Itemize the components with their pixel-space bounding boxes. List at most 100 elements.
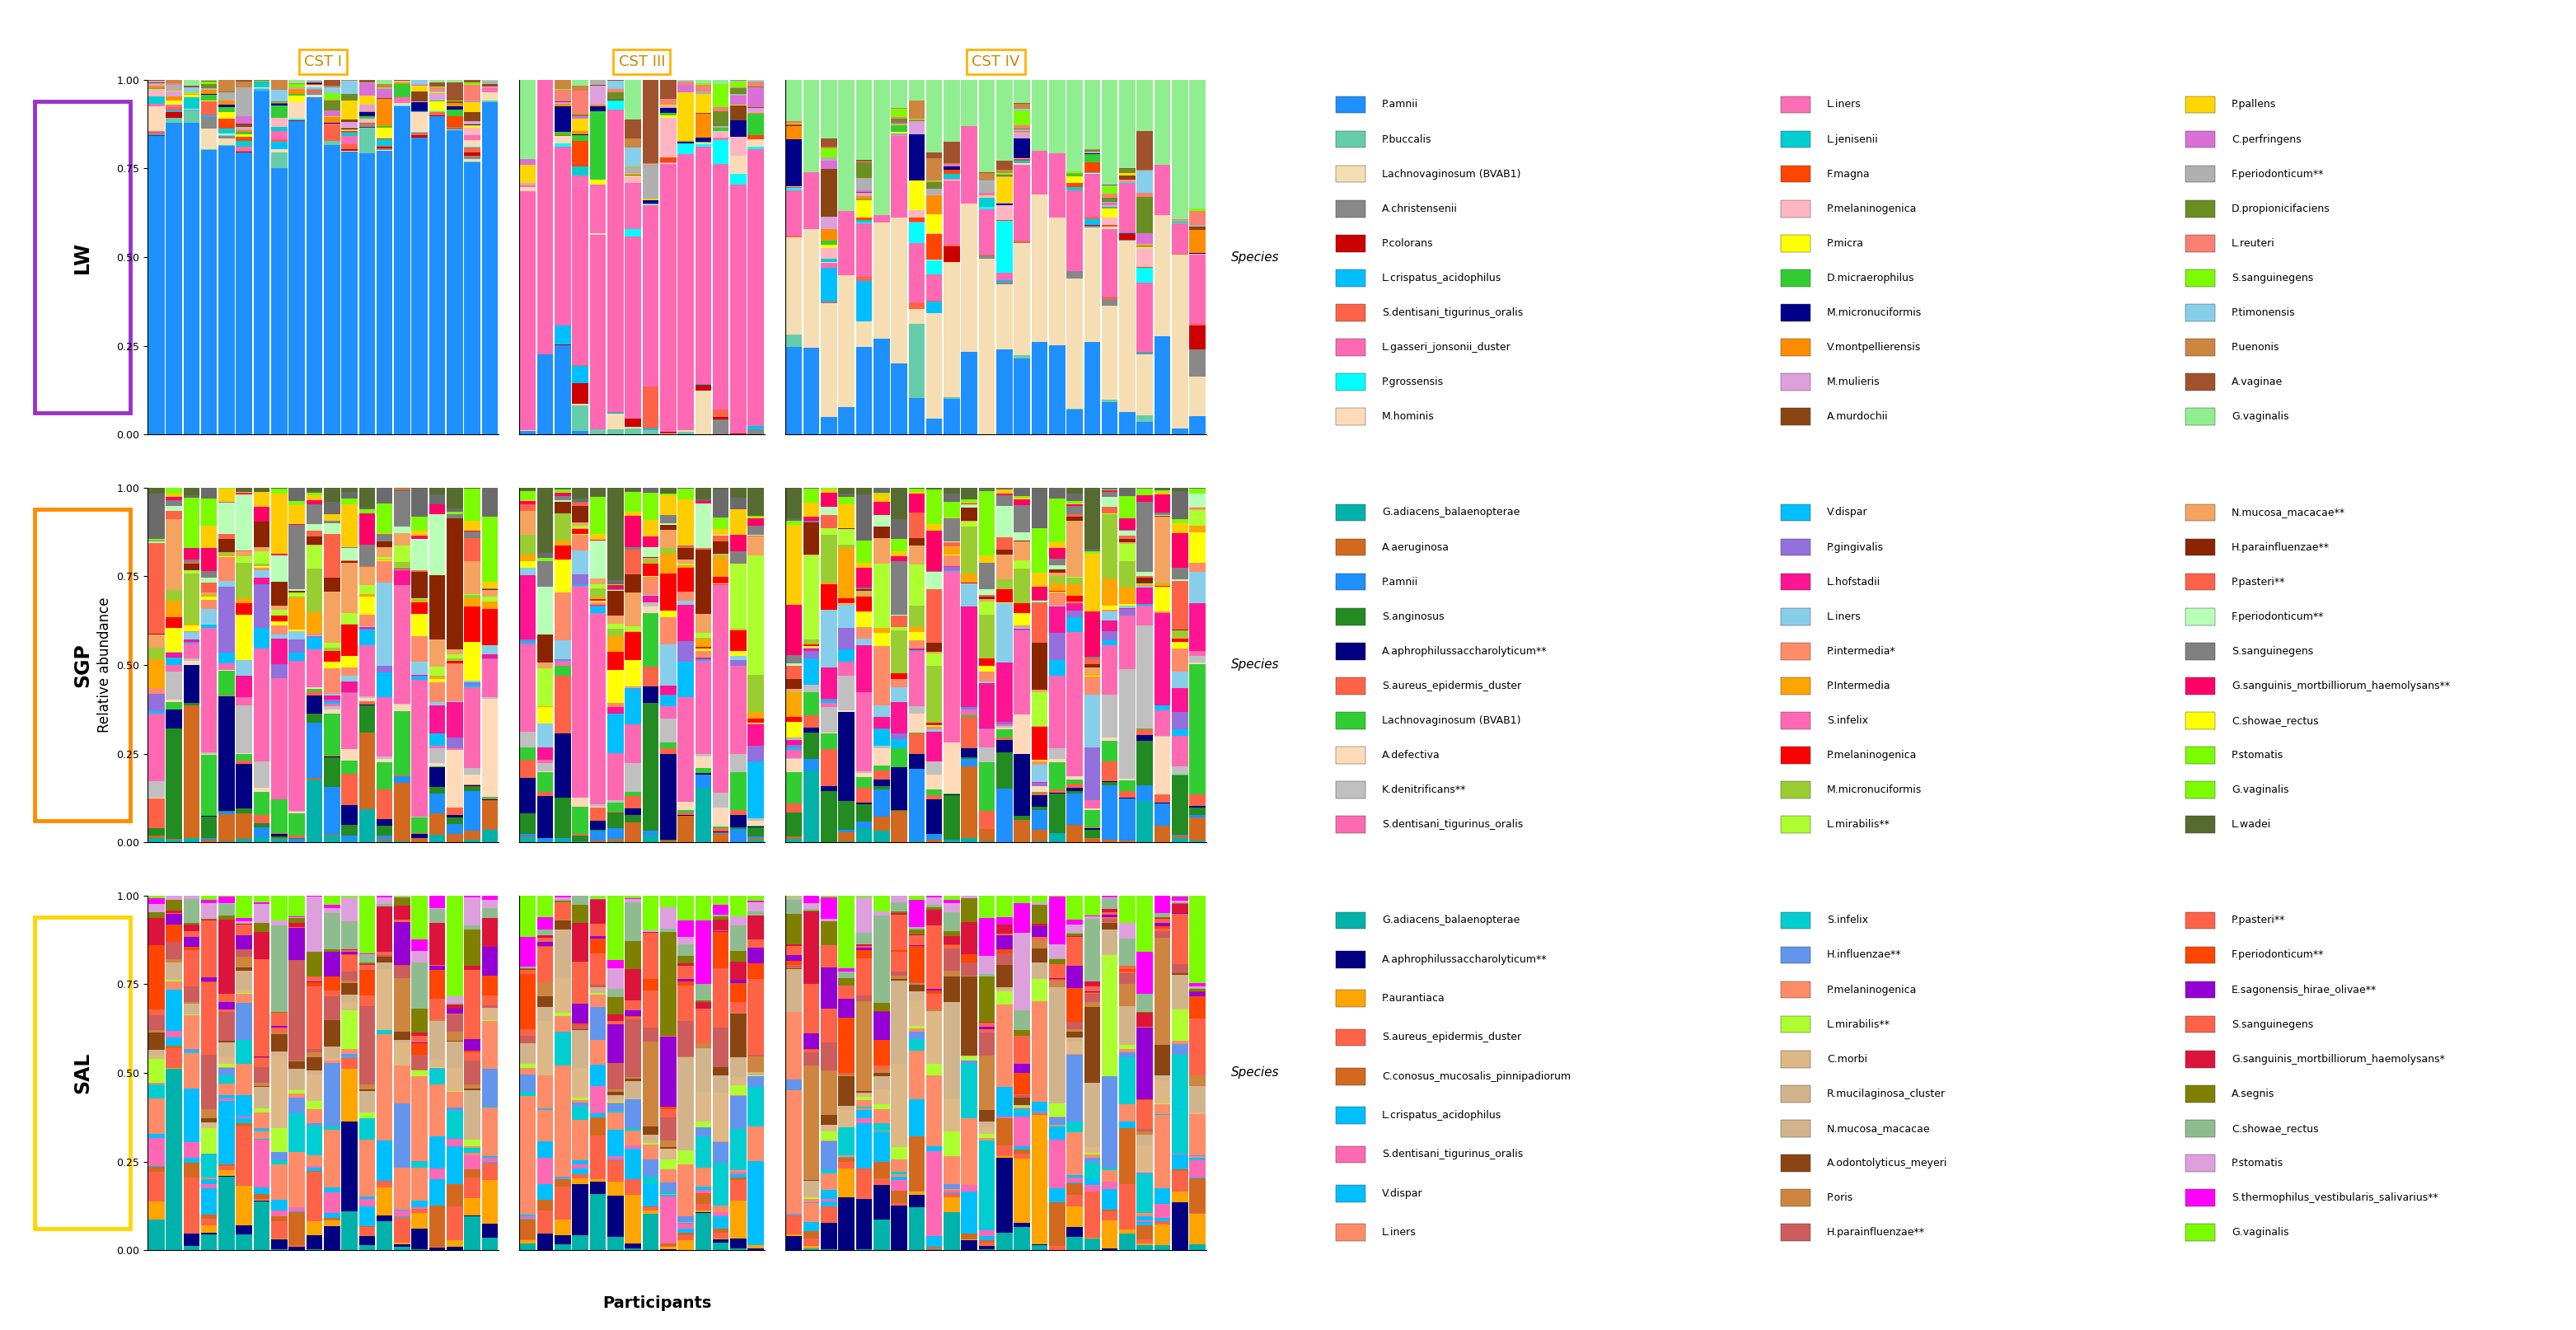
Bar (270, 1028, 289, 1032)
Bar (626, 895, 641, 898)
Bar (1118, 939, 1136, 966)
Bar (747, 1088, 765, 1127)
Bar (659, 718, 677, 742)
Bar (608, 652, 623, 670)
Bar (997, 935, 1012, 950)
Bar (909, 983, 925, 986)
Bar (446, 1206, 464, 1241)
Bar (307, 1052, 322, 1057)
Bar (1337, 1107, 1365, 1124)
Bar (183, 1162, 198, 1178)
Bar (2184, 1189, 2215, 1206)
Text: Species: Species (1231, 658, 1280, 672)
Bar (464, 136, 479, 140)
Bar (252, 628, 270, 649)
Bar (183, 624, 198, 625)
Bar (482, 516, 497, 581)
Bar (446, 1111, 464, 1137)
Bar (325, 1127, 340, 1130)
Bar (201, 150, 216, 435)
Bar (696, 1092, 711, 1121)
Bar (572, 1097, 587, 1100)
Bar (590, 936, 605, 939)
Bar (572, 1184, 587, 1236)
Bar (252, 521, 270, 547)
Bar (1154, 1218, 1170, 1221)
Bar (2184, 199, 2215, 217)
Bar (891, 952, 907, 971)
Bar (608, 1089, 623, 1092)
Bar (165, 118, 183, 122)
Bar (997, 950, 1012, 954)
Text: S.dentisani_tigurinus_oralis: S.dentisani_tigurinus_oralis (1381, 1149, 1522, 1160)
Bar (270, 581, 289, 605)
Bar (183, 1053, 198, 1088)
Bar (446, 130, 464, 435)
Bar (961, 717, 976, 749)
Bar (325, 1221, 340, 1226)
Bar (1030, 902, 1048, 904)
Bar (659, 118, 677, 157)
Bar (252, 1128, 270, 1130)
Bar (747, 900, 765, 902)
Bar (891, 80, 907, 108)
Bar (270, 634, 289, 638)
Bar (464, 966, 479, 970)
Bar (412, 834, 428, 838)
Bar (520, 640, 536, 641)
Bar (641, 493, 659, 520)
Bar (696, 661, 711, 754)
Bar (1015, 1146, 1030, 1150)
Bar (677, 813, 693, 815)
Bar (786, 124, 801, 126)
Bar (714, 1028, 729, 1068)
Bar (270, 1033, 289, 1051)
Bar (358, 124, 376, 126)
Bar (520, 1092, 536, 1096)
Bar (1048, 1202, 1064, 1246)
Bar (520, 1217, 536, 1220)
Bar (855, 944, 873, 946)
Bar (289, 118, 304, 120)
Bar (572, 130, 587, 134)
Bar (464, 685, 479, 686)
Bar (307, 987, 322, 1049)
Bar (325, 1020, 340, 1047)
Bar (430, 678, 446, 682)
Bar (1048, 569, 1064, 573)
Bar (1337, 130, 1365, 148)
Bar (997, 721, 1012, 725)
Bar (822, 708, 837, 733)
Bar (165, 601, 183, 617)
Bar (183, 560, 198, 561)
Bar (1103, 205, 1118, 207)
Bar (626, 548, 641, 549)
Bar (1172, 580, 1188, 581)
Bar (714, 128, 729, 130)
Bar (837, 712, 855, 801)
Bar (891, 122, 907, 125)
Bar (997, 1004, 1012, 1084)
Bar (927, 189, 943, 194)
Bar (149, 688, 165, 694)
Bar (252, 904, 270, 923)
Bar (149, 782, 165, 798)
Bar (572, 1031, 587, 1068)
Bar (696, 137, 711, 142)
Bar (554, 540, 572, 545)
Bar (343, 613, 358, 624)
Bar (2184, 573, 2215, 591)
Bar (1015, 754, 1030, 815)
Bar (590, 589, 605, 597)
Bar (822, 241, 837, 245)
Bar (1172, 729, 1188, 735)
Bar (307, 778, 322, 779)
Bar (1084, 1148, 1100, 1152)
Bar (961, 1240, 976, 1250)
Bar (464, 775, 479, 785)
Bar (873, 493, 889, 503)
Bar (358, 995, 376, 1005)
Bar (979, 762, 994, 810)
Bar (1103, 923, 1118, 930)
Bar (1030, 786, 1048, 793)
